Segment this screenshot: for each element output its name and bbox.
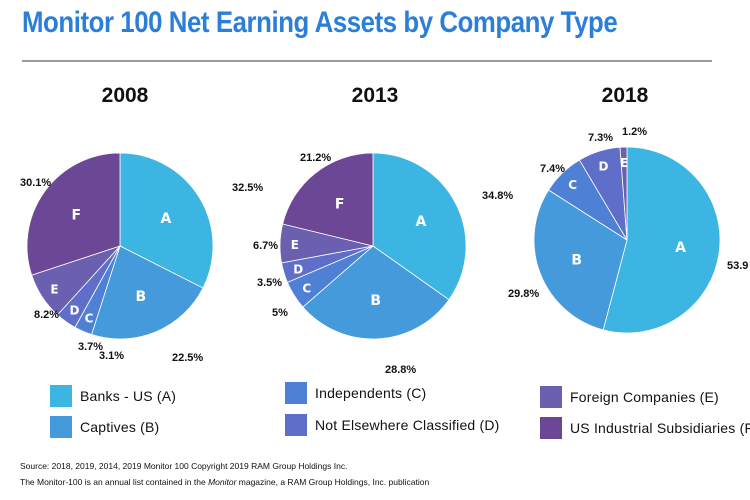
slice-letter-2008-c: C <box>85 312 94 326</box>
slice-letter-2008-e: E <box>50 283 58 297</box>
slice-letter-2008-d: D <box>70 304 80 318</box>
data-label-2018-a: 53.9 <box>727 260 748 272</box>
legend-item-d: Not Elsewhere Classified (D) <box>285 414 500 436</box>
legend-swatch-c <box>285 382 307 404</box>
source-note: Source: 2018, 2019, 2014, 2019 Monitor 1… <box>20 461 348 471</box>
legend-item-a: Banks - US (A) <box>50 385 176 407</box>
legend-item-b: Captives (B) <box>50 416 159 438</box>
pie-slice-2013-b <box>302 245 450 340</box>
pie-slice-2018-e <box>619 146 628 241</box>
legend-label-a: Banks - US (A) <box>80 388 177 404</box>
data-label-2018-b: 29.8% <box>508 288 539 300</box>
data-label-2008-f: 30.1% <box>20 177 51 189</box>
title-divider <box>22 60 712 62</box>
data-label-2008-a: 32.5% <box>232 182 263 194</box>
data-label-2018-c: 7.4% <box>540 163 565 175</box>
chart-title-2018: 2018 <box>601 84 649 107</box>
slice-letter-2013-e: E <box>291 238 299 252</box>
data-label-2008-c: 3.1% <box>99 350 124 362</box>
pie-slice-2008-f <box>26 152 121 276</box>
legend-item-f: US Industrial Subsidiaries (F) <box>540 417 750 439</box>
data-label-2013-d: 3.5% <box>257 277 282 289</box>
pie-slice-2013-a <box>372 152 467 301</box>
slice-letter-2008-f: F <box>72 207 82 223</box>
data-label-2013-c: 5% <box>272 307 288 319</box>
legend-item-e: Foreign Companies (E) <box>540 386 719 408</box>
data-label-2018-d: 7.3% <box>588 132 613 144</box>
legend-swatch-e <box>540 386 562 408</box>
publication-note: The Monitor-100 is an annual list contai… <box>20 477 429 487</box>
slice-letter-2013-f: F <box>335 197 345 213</box>
data-label-2013-b: 28.8% <box>385 364 416 376</box>
publication-note-magazine: Monitor <box>208 477 237 487</box>
publication-note-start: The Monitor-100 is an annual list contai… <box>20 477 209 487</box>
data-label-2008-e: 8.2% <box>34 309 59 321</box>
slice-letter-2008-b: B <box>135 289 146 305</box>
page-title: Monitor 100 Net Earning Assets by Compan… <box>22 6 618 39</box>
chart-title-2013: 2013 <box>351 84 399 107</box>
chart-title-2008: 2008 <box>101 84 149 107</box>
data-label-2018-e: 1.2% <box>622 126 647 138</box>
slice-letter-2018-a: A <box>675 240 686 256</box>
legend-label-c: Independents (C) <box>315 385 427 401</box>
pie-slice-2018-b <box>533 189 628 331</box>
pie-slice-2018-a <box>602 146 721 334</box>
slice-letter-2013-b: B <box>370 293 381 309</box>
legend-label-f: US Industrial Subsidiaries (F) <box>570 420 750 436</box>
legend-swatch-f <box>540 417 562 439</box>
pie-slice-2013-f <box>282 152 374 247</box>
legend-swatch-a <box>50 385 72 407</box>
pie-slice-2008-b <box>91 245 204 340</box>
data-label-2008-d: 3.7% <box>78 341 103 353</box>
slice-letter-2018-d: D <box>598 160 608 174</box>
data-label-2013-f: 21.2% <box>300 152 331 164</box>
legend-swatch-b <box>50 416 72 438</box>
data-label-2008-b: 22.5% <box>172 352 203 364</box>
slice-letter-2018-e: E <box>620 156 628 170</box>
slice-letter-2018-b: B <box>571 253 582 269</box>
legend-swatch-d <box>285 414 307 436</box>
publication-note-end: magazine, a RAM Group Holdings, Inc. pub… <box>236 477 430 487</box>
legend-label-d: Not Elsewhere Classified (D) <box>315 417 500 433</box>
slice-letter-2018-c: C <box>568 178 577 192</box>
legend-label-b: Captives (B) <box>80 419 160 435</box>
slice-letter-2013-c: C <box>302 281 311 295</box>
pie-slice-2008-a <box>119 152 214 289</box>
slice-letter-2008-a: A <box>161 211 172 227</box>
slice-letter-2013-d: D <box>293 263 303 277</box>
data-label-2013-e: 6.7% <box>253 240 278 252</box>
slice-letter-2013-a: A <box>415 214 426 230</box>
legend-label-e: Foreign Companies (E) <box>570 389 719 405</box>
data-label-2013-a: 34.8% <box>482 190 513 202</box>
legend-item-c: Independents (C) <box>285 382 426 404</box>
